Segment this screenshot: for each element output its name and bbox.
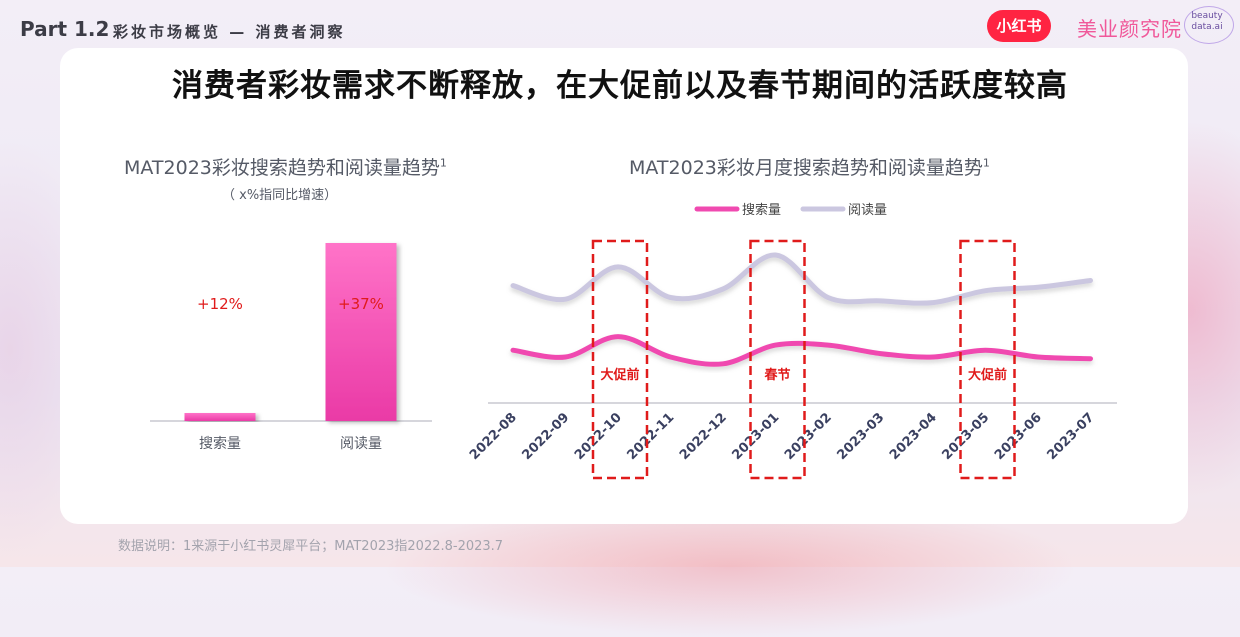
highlight-box	[591, 239, 649, 480]
content-card	[60, 48, 1188, 524]
series-line-2	[510, 334, 1093, 367]
series-line-1	[510, 252, 1093, 306]
highlight-box	[749, 239, 806, 480]
x-tick-label: 2023-03	[835, 410, 888, 463]
highlight-label: 春节	[763, 367, 790, 383]
part-label: Part 1.2	[20, 17, 110, 41]
line-chart: 搜索量 阅读量 2022-08 2022-09 2022-10 2022-11 2022-1…	[467, 203, 1117, 480]
legend-label: 阅读量	[848, 203, 887, 218]
x-tick-label: 2023-05	[940, 410, 993, 463]
bar-1	[184, 412, 256, 421]
x-tick-label: 2022-08	[467, 410, 520, 463]
bar-category-label: 阅读量	[340, 435, 382, 452]
footnote: 数据说明：1来源于小红书灵犀平台；MAT2023指2022.8-2023.7	[118, 539, 504, 554]
legend-label: 搜索量	[742, 203, 781, 218]
brand-name: 美业颜究院	[1077, 17, 1182, 41]
page-headline: 消费者彩妆需求不断释放，在大促前以及春节期间的活跃度较高	[172, 68, 1068, 104]
x-tick-label: 2022-11	[625, 410, 678, 463]
x-tick-label: 2022-12	[677, 410, 730, 463]
x-tick-label: 2023-06	[992, 410, 1045, 463]
brand-sub-line-1: beauty	[1191, 11, 1223, 21]
bar-value-label: +37%	[338, 295, 384, 313]
x-tick-label: 2023-01	[730, 410, 783, 463]
bar-chart: 搜索量 +12% 阅读量 +37%	[150, 243, 432, 452]
bar-value-label: +12%	[197, 295, 243, 313]
highlight-label: 大促前	[968, 367, 1007, 383]
highlight-box	[959, 239, 1016, 480]
x-tick-label: 2022-09	[520, 410, 573, 463]
brand-sub-line-2: data.ai	[1191, 22, 1223, 32]
line-chart-title-text: MAT2023彩妆月度搜索趋势和阅读量趋势	[629, 157, 983, 179]
bar-chart-title-sup: 1	[439, 156, 447, 170]
brand-sub: beauty data.ai	[1187, 11, 1227, 33]
highlight-label: 大促前	[600, 367, 639, 383]
line-chart-title: MAT2023彩妆月度搜索趋势和阅读量趋势1	[629, 153, 990, 180]
line-chart-title-sup: 1	[982, 156, 990, 170]
bar-category-label: 搜索量	[199, 435, 241, 452]
bar-chart-subtitle: （ x%指同比增速）	[222, 188, 338, 203]
section-label: 彩妆市场概览 — 消费者洞察	[113, 23, 346, 41]
xiaohongshu-logo: 小红书	[987, 10, 1051, 42]
x-tick-label: 2023-07	[1045, 410, 1098, 463]
x-tick-label: 2022-10	[572, 410, 625, 463]
bar-chart-title: MAT2023彩妆搜索趋势和阅读量趋势1	[124, 153, 447, 180]
brand-swirl-icon	[1184, 6, 1234, 44]
x-tick-label: 2023-02	[782, 410, 835, 463]
bar-chart-title-text: MAT2023彩妆搜索趋势和阅读量趋势	[124, 157, 440, 179]
bar-2	[325, 243, 397, 421]
x-tick-label: 2023-04	[887, 410, 940, 463]
